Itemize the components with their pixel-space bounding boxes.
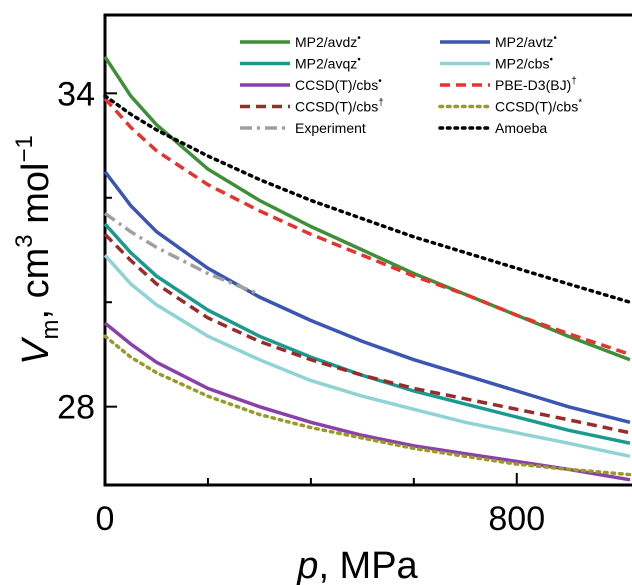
series-line-5 bbox=[103, 97, 631, 357]
series-line-8 bbox=[103, 211, 261, 297]
series-line-0 bbox=[103, 55, 631, 362]
legend-label-4: CCSD(T)/cbs• bbox=[295, 76, 382, 93]
series-line-9 bbox=[103, 94, 632, 304]
plot-border bbox=[103, 13, 632, 487]
legend-label-5: PBE-D3(BJ)† bbox=[495, 76, 577, 93]
legend-label-9: Amoeba bbox=[495, 120, 547, 136]
series-line-1 bbox=[103, 170, 631, 424]
axes: 0 800 28 34 p, MPa Vm, cm3 mol−1 bbox=[11, 75, 545, 585]
legend-label-0: MP2/avdz• bbox=[295, 33, 361, 50]
series-line-2 bbox=[103, 222, 631, 445]
y-tick-label-0: 28 bbox=[57, 389, 95, 427]
series-line-6 bbox=[103, 233, 631, 435]
legend-label-8: Experiment bbox=[295, 120, 366, 136]
x-tick-label-1: 800 bbox=[488, 500, 545, 538]
series-line-3 bbox=[103, 254, 631, 459]
y-tick-label-1: 34 bbox=[57, 75, 95, 113]
y-axis-label: Vm, cm3 mol−1 bbox=[11, 135, 64, 365]
series-line-4 bbox=[103, 321, 631, 482]
legend-label-6: CCSD(T)/cbs† bbox=[295, 98, 384, 115]
legend-label-7: CCSD(T)/cbs* bbox=[495, 98, 582, 115]
series-lines bbox=[103, 55, 632, 482]
legend: MP2/avdz• MP2/avtz• MP2/avqz• MP2/cbs• CCSD(… bbox=[240, 33, 582, 136]
legend-label-3: MP2/cbs• bbox=[495, 55, 553, 72]
legend-label-1: MP2/avtz• bbox=[495, 33, 557, 50]
legend-label-2: MP2/avqz• bbox=[295, 55, 361, 72]
x-axis-label: p, MPa bbox=[296, 545, 418, 585]
plot-frame bbox=[103, 13, 632, 487]
x-tick-label-0: 0 bbox=[96, 500, 115, 538]
series-line-7 bbox=[103, 334, 632, 477]
